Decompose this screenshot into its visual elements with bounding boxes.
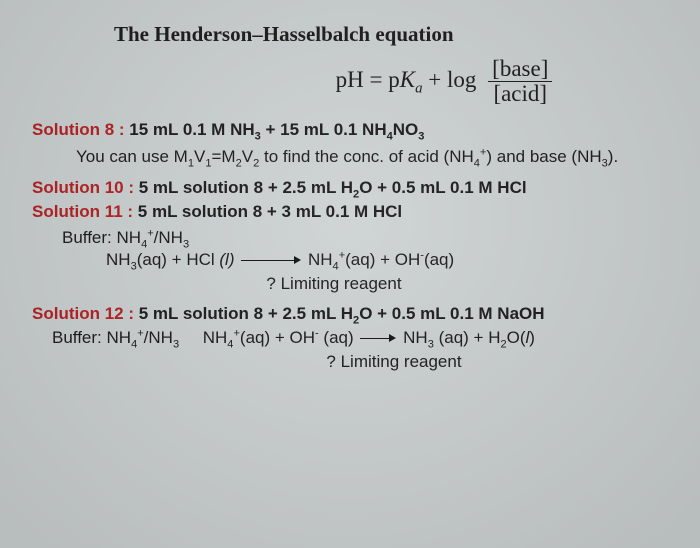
ex-g: ). <box>608 147 618 166</box>
eq-fraction: [base] [acid] <box>488 57 552 106</box>
r2-e: (aq) <box>319 328 354 347</box>
arrow-icon <box>241 255 301 265</box>
solution-11: Solution 11 : 5 mL solution 8 + 3 mL 0.1… <box>32 202 674 222</box>
eq-K: K <box>400 67 415 92</box>
solution-12: Solution 12 : 5 mL solution 8 + 2.5 mL H… <box>32 304 674 324</box>
reaction-1: NH3(aq) + HCl (l) NH4+(aq) + OH-(aq) <box>106 250 674 270</box>
eq-a: a <box>415 81 422 97</box>
r1-a: NH <box>106 250 131 269</box>
solution-12-label: Solution 12 : <box>32 304 139 323</box>
s8-t1: 15 mL 0.1 M NH <box>129 120 254 139</box>
ex-b: V <box>194 147 205 166</box>
r2-p1e: ) <box>529 328 535 347</box>
r1-p1c: 4 <box>333 260 339 272</box>
buf1-b: /NH <box>154 228 183 247</box>
eq-lhs: pH = p <box>336 67 400 92</box>
r2-a: NH <box>203 328 228 347</box>
arrow-icon <box>360 333 396 343</box>
r1-l: (l) <box>219 250 234 269</box>
ex-d: V <box>242 147 253 166</box>
r2-p1: NH <box>403 328 428 347</box>
s12-t: 5 mL solution 8 + 2.5 mL H <box>139 304 353 323</box>
solution-10-text: 5 mL solution 8 + 2.5 mL H2O + 0.5 mL 0.… <box>139 178 527 197</box>
r1-p1: NH <box>308 250 333 269</box>
limiting-1: ? Limiting reagent <box>114 274 554 294</box>
buffer-2: Buffer: NH4+/NH3 <box>52 328 179 347</box>
solution-12-text: 5 mL solution 8 + 2.5 mL H2O + 0.5 mL 0.… <box>139 304 545 323</box>
r2-p: (aq) + OH <box>240 328 315 347</box>
r1-p1p: (aq) + OH <box>345 250 420 269</box>
s12-tail: O + 0.5 mL 0.1 M NaOH <box>359 304 544 323</box>
r1-p1e: (aq) <box>424 250 454 269</box>
r1-p: (aq) + HCl <box>137 250 215 269</box>
reaction-2: NH4+(aq) + OH- (aq) NH3 (aq) + H2O(l) <box>203 328 535 347</box>
solution-11-text: 5 mL solution 8 + 3 mL 0.1 M HCl <box>138 202 402 221</box>
ex-a: You can use M <box>76 147 188 166</box>
r2-p1p: (aq) + H <box>434 328 501 347</box>
solution-10-label: Solution 10 : <box>32 178 139 197</box>
eq-num: [base] <box>488 57 552 82</box>
explain-text: You can use M1V1=M2V2 to find the conc. … <box>76 146 636 167</box>
buffer-2-row: Buffer: NH4+/NH3 NH4+(aq) + OH- (aq) NH3… <box>52 328 674 348</box>
page-title: The Henderson–Hasselbalch equation <box>114 22 674 47</box>
solution-8: Solution 8 : 15 mL 0.1 M NH3 + 15 mL 0.1… <box>32 120 674 140</box>
s8-t2: + 15 mL 0.1 NH <box>261 120 387 139</box>
solution-8-label: Solution 8 : <box>32 120 129 139</box>
solution-10: Solution 10 : 5 mL solution 8 + 2.5 mL H… <box>32 178 674 198</box>
limiting-2: ? Limiting reagent <box>174 352 614 372</box>
r2-c: 4 <box>227 338 233 350</box>
solution-11-label: Solution 11 : <box>32 202 138 221</box>
s10-tail: O + 0.5 mL 0.1 M HCl <box>359 178 526 197</box>
s8-no3: NO <box>393 120 419 139</box>
ex-e: to find the conc. of acid (NH <box>259 147 474 166</box>
buf1-a: Buffer: NH <box>62 228 141 247</box>
hh-equation: pH = pKa + log [base] [acid] <box>214 57 674 106</box>
r2-p1o: O( <box>507 328 526 347</box>
ex-f: ) and base (NH <box>486 147 601 166</box>
buffer-1: Buffer: NH4+/NH3 <box>62 228 674 248</box>
ex-c: =M <box>212 147 236 166</box>
solution-8-text: 15 mL 0.1 M NH3 + 15 mL 0.1 NH4NO3 <box>129 120 424 139</box>
s10-t: 5 mL solution 8 + 2.5 mL H <box>139 178 353 197</box>
buf2-a: Buffer: NH <box>52 328 131 347</box>
eq-pluslog: + log <box>423 67 477 92</box>
buf2-b: /NH <box>144 328 173 347</box>
eq-den: [acid] <box>488 82 552 106</box>
